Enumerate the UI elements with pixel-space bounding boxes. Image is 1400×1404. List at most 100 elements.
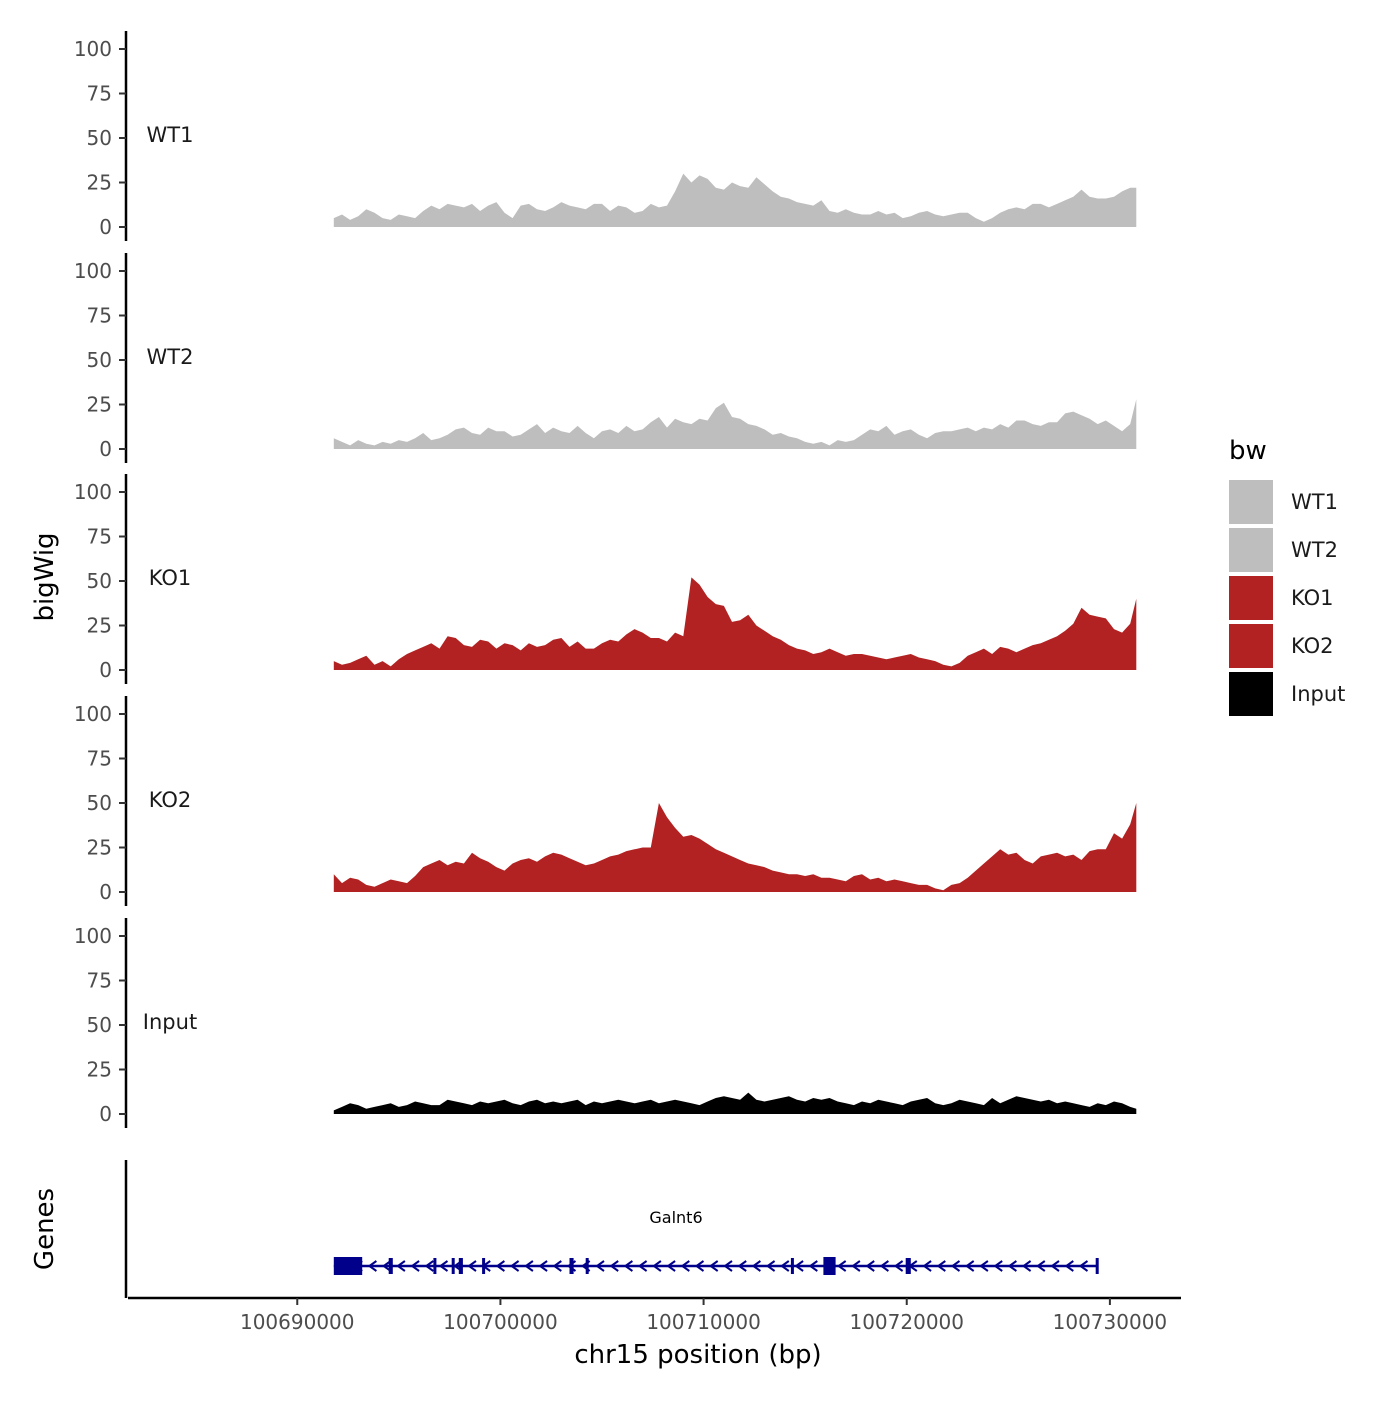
strand-chevron — [623, 1260, 633, 1272]
y-tick-label: 25 — [87, 614, 112, 638]
track-label-wt2: WT2 — [147, 345, 194, 369]
strand-chevron — [1021, 1260, 1032, 1272]
x-tick-label: 100720000 — [849, 1310, 964, 1334]
legend-label: KO1 — [1291, 586, 1334, 610]
y-tick-label: 0 — [99, 1102, 112, 1126]
gene-exon — [433, 1258, 437, 1274]
track-label-ko1: KO1 — [149, 566, 192, 590]
x-tick-label: 100700000 — [443, 1310, 558, 1334]
strand-chevron — [964, 1260, 975, 1272]
legend-item-wt1: WT1 — [1229, 480, 1338, 524]
strand-chevron — [381, 1260, 392, 1272]
x-axis: 100690000 100700000 100710000 100720000 1007… — [128, 1296, 1181, 1334]
strand-chevron — [708, 1260, 719, 1272]
strand-chevron — [666, 1260, 676, 1272]
y-tick-label: 0 — [99, 215, 112, 239]
gene-exon — [333, 1257, 363, 1275]
y-tick-label: 75 — [87, 747, 112, 771]
strand-chevron — [424, 1260, 434, 1272]
strand-chevron — [765, 1260, 776, 1272]
gene-name-label: Galnt6 — [649, 1208, 702, 1227]
strand-chevron — [694, 1260, 705, 1272]
legend-item-ko2: KO2 — [1229, 624, 1334, 668]
y-tick-label: 75 — [87, 525, 112, 549]
strand-chevron — [1050, 1260, 1060, 1272]
strand-chevron — [751, 1260, 761, 1272]
y-tick-label: 25 — [87, 836, 112, 860]
legend-title: bw — [1229, 436, 1267, 466]
y-tick-label: 50 — [87, 348, 112, 372]
strand-chevron — [438, 1260, 449, 1272]
y-axis-title: bigWig — [30, 532, 60, 621]
strand-chevron — [680, 1260, 690, 1272]
y-tick-label: 25 — [87, 1058, 112, 1082]
legend-label: KO2 — [1291, 634, 1334, 658]
track-panel-input: 0 25 50 75 100 Input — [74, 918, 1137, 1128]
strand-chevron — [1078, 1260, 1089, 1272]
legend-label: WT1 — [1291, 490, 1338, 514]
track-label-ko2: KO2 — [149, 788, 192, 812]
strand-chevron — [936, 1260, 946, 1272]
legend-item-ko1: KO1 — [1229, 576, 1334, 620]
strand-chevron — [808, 1260, 818, 1272]
y-tick-label: 25 — [87, 171, 112, 195]
strand-chevron — [865, 1260, 875, 1272]
strand-chevron — [723, 1260, 733, 1272]
legend-swatch — [1229, 480, 1273, 524]
strand-chevron — [979, 1260, 989, 1272]
y-tick-label: 100 — [74, 702, 112, 726]
gene-exon — [1095, 1258, 1099, 1274]
strand-chevron — [780, 1260, 790, 1272]
strand-chevron — [495, 1260, 505, 1272]
strand-chevron — [367, 1260, 377, 1272]
legend-swatch — [1229, 672, 1273, 716]
legend-item-input: Input — [1229, 672, 1345, 716]
strand-chevron — [552, 1260, 562, 1272]
track-label-wt1: WT1 — [147, 123, 194, 147]
y-tick-label: 25 — [87, 393, 112, 417]
strand-chevron — [1036, 1260, 1046, 1272]
y-tick-label: 100 — [74, 259, 112, 283]
area-ko2 — [333, 714, 1137, 892]
coverage-tracks: 0255075100WT10255075100WT20255075100KO10… — [74, 31, 1137, 1128]
gene-exon — [569, 1258, 574, 1274]
strand-chevron — [637, 1260, 648, 1272]
area-wt1 — [333, 130, 1137, 227]
y-tick-label: 100 — [74, 37, 112, 61]
y-tick-label: 75 — [87, 304, 112, 328]
strand-chevron — [836, 1260, 847, 1272]
track-panel-wt2: 0 25 50 75 100 WT2 — [74, 253, 1137, 463]
legend-label: WT2 — [1291, 538, 1338, 562]
gene-exon — [388, 1258, 393, 1274]
y-tick-label: 0 — [99, 658, 112, 682]
gene-exon — [585, 1258, 589, 1274]
strand-chevron — [410, 1260, 420, 1272]
track-panel-ko2: 0 25 50 75 100 KO2 — [74, 696, 1137, 906]
strand-chevron — [524, 1260, 534, 1272]
legend-label: Input — [1291, 682, 1345, 706]
gene-exon — [790, 1258, 794, 1274]
strand-chevron — [1064, 1260, 1074, 1272]
gene-exon — [458, 1258, 463, 1274]
x-axis-title: chr15 position (bp) — [574, 1340, 821, 1370]
y-tick-label: 100 — [74, 480, 112, 504]
y-tick-label: 50 — [87, 569, 112, 593]
y-tick-label: 100 — [74, 924, 112, 948]
strand-chevron — [737, 1260, 747, 1272]
legend-swatch — [1229, 576, 1273, 620]
y-tick-label: 0 — [99, 880, 112, 904]
strand-chevron — [922, 1260, 932, 1272]
legend-item-wt2: WT2 — [1229, 528, 1338, 572]
strand-chevron — [509, 1260, 520, 1272]
strand-chevron — [794, 1260, 804, 1272]
strand-chevron — [538, 1260, 548, 1272]
strand-chevron — [893, 1260, 904, 1272]
track-panel-wt1: 0 25 50 75 100 WT1 — [74, 31, 1137, 241]
genes-track-title: Genes — [30, 1188, 60, 1270]
legend: WT1 WT2 KO1 KO2 Input — [1229, 480, 1345, 716]
strand-chevron — [950, 1260, 961, 1272]
y-tick-label: 0 — [99, 437, 112, 461]
strand-chevron — [396, 1260, 406, 1272]
gene-track — [124, 1160, 1099, 1298]
